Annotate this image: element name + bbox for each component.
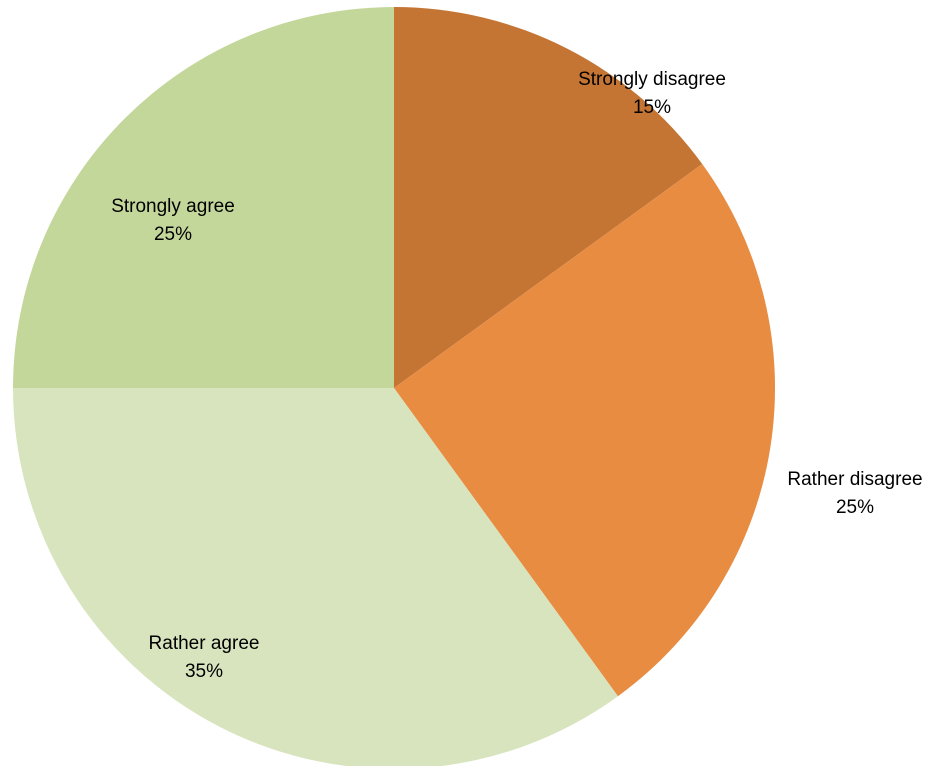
pie-slice-rather-agree [13, 388, 618, 766]
data-label-percentage: 15% [633, 97, 671, 118]
data-label-percentage: 25% [836, 497, 874, 518]
data-label-category: Rather disagree [787, 469, 922, 490]
data-label-rather-agree: Rather agree 35% [149, 633, 260, 682]
pie-slice-strongly-agree [13, 7, 394, 388]
data-label-strongly-agree: Strongly agree 25% [111, 196, 235, 245]
data-label-percentage: 25% [154, 224, 192, 245]
pie-data-labels: Strongly disagree 15%Rather disagree 25%Ra… [111, 69, 922, 682]
data-label-rather-disagree: Rather disagree 25% [787, 469, 922, 518]
pie-slice-rather-disagree [394, 164, 776, 697]
data-label-category: Strongly agree [111, 196, 235, 217]
pie-slices [13, 6, 776, 766]
pie-slice-strongly-disagree [394, 6, 703, 388]
data-label-category: Strongly disagree [578, 69, 726, 90]
data-label-category: Rather agree [149, 633, 260, 654]
data-label-percentage: 35% [185, 661, 223, 682]
data-label-strongly-disagree: Strongly disagree 15% [578, 69, 726, 118]
